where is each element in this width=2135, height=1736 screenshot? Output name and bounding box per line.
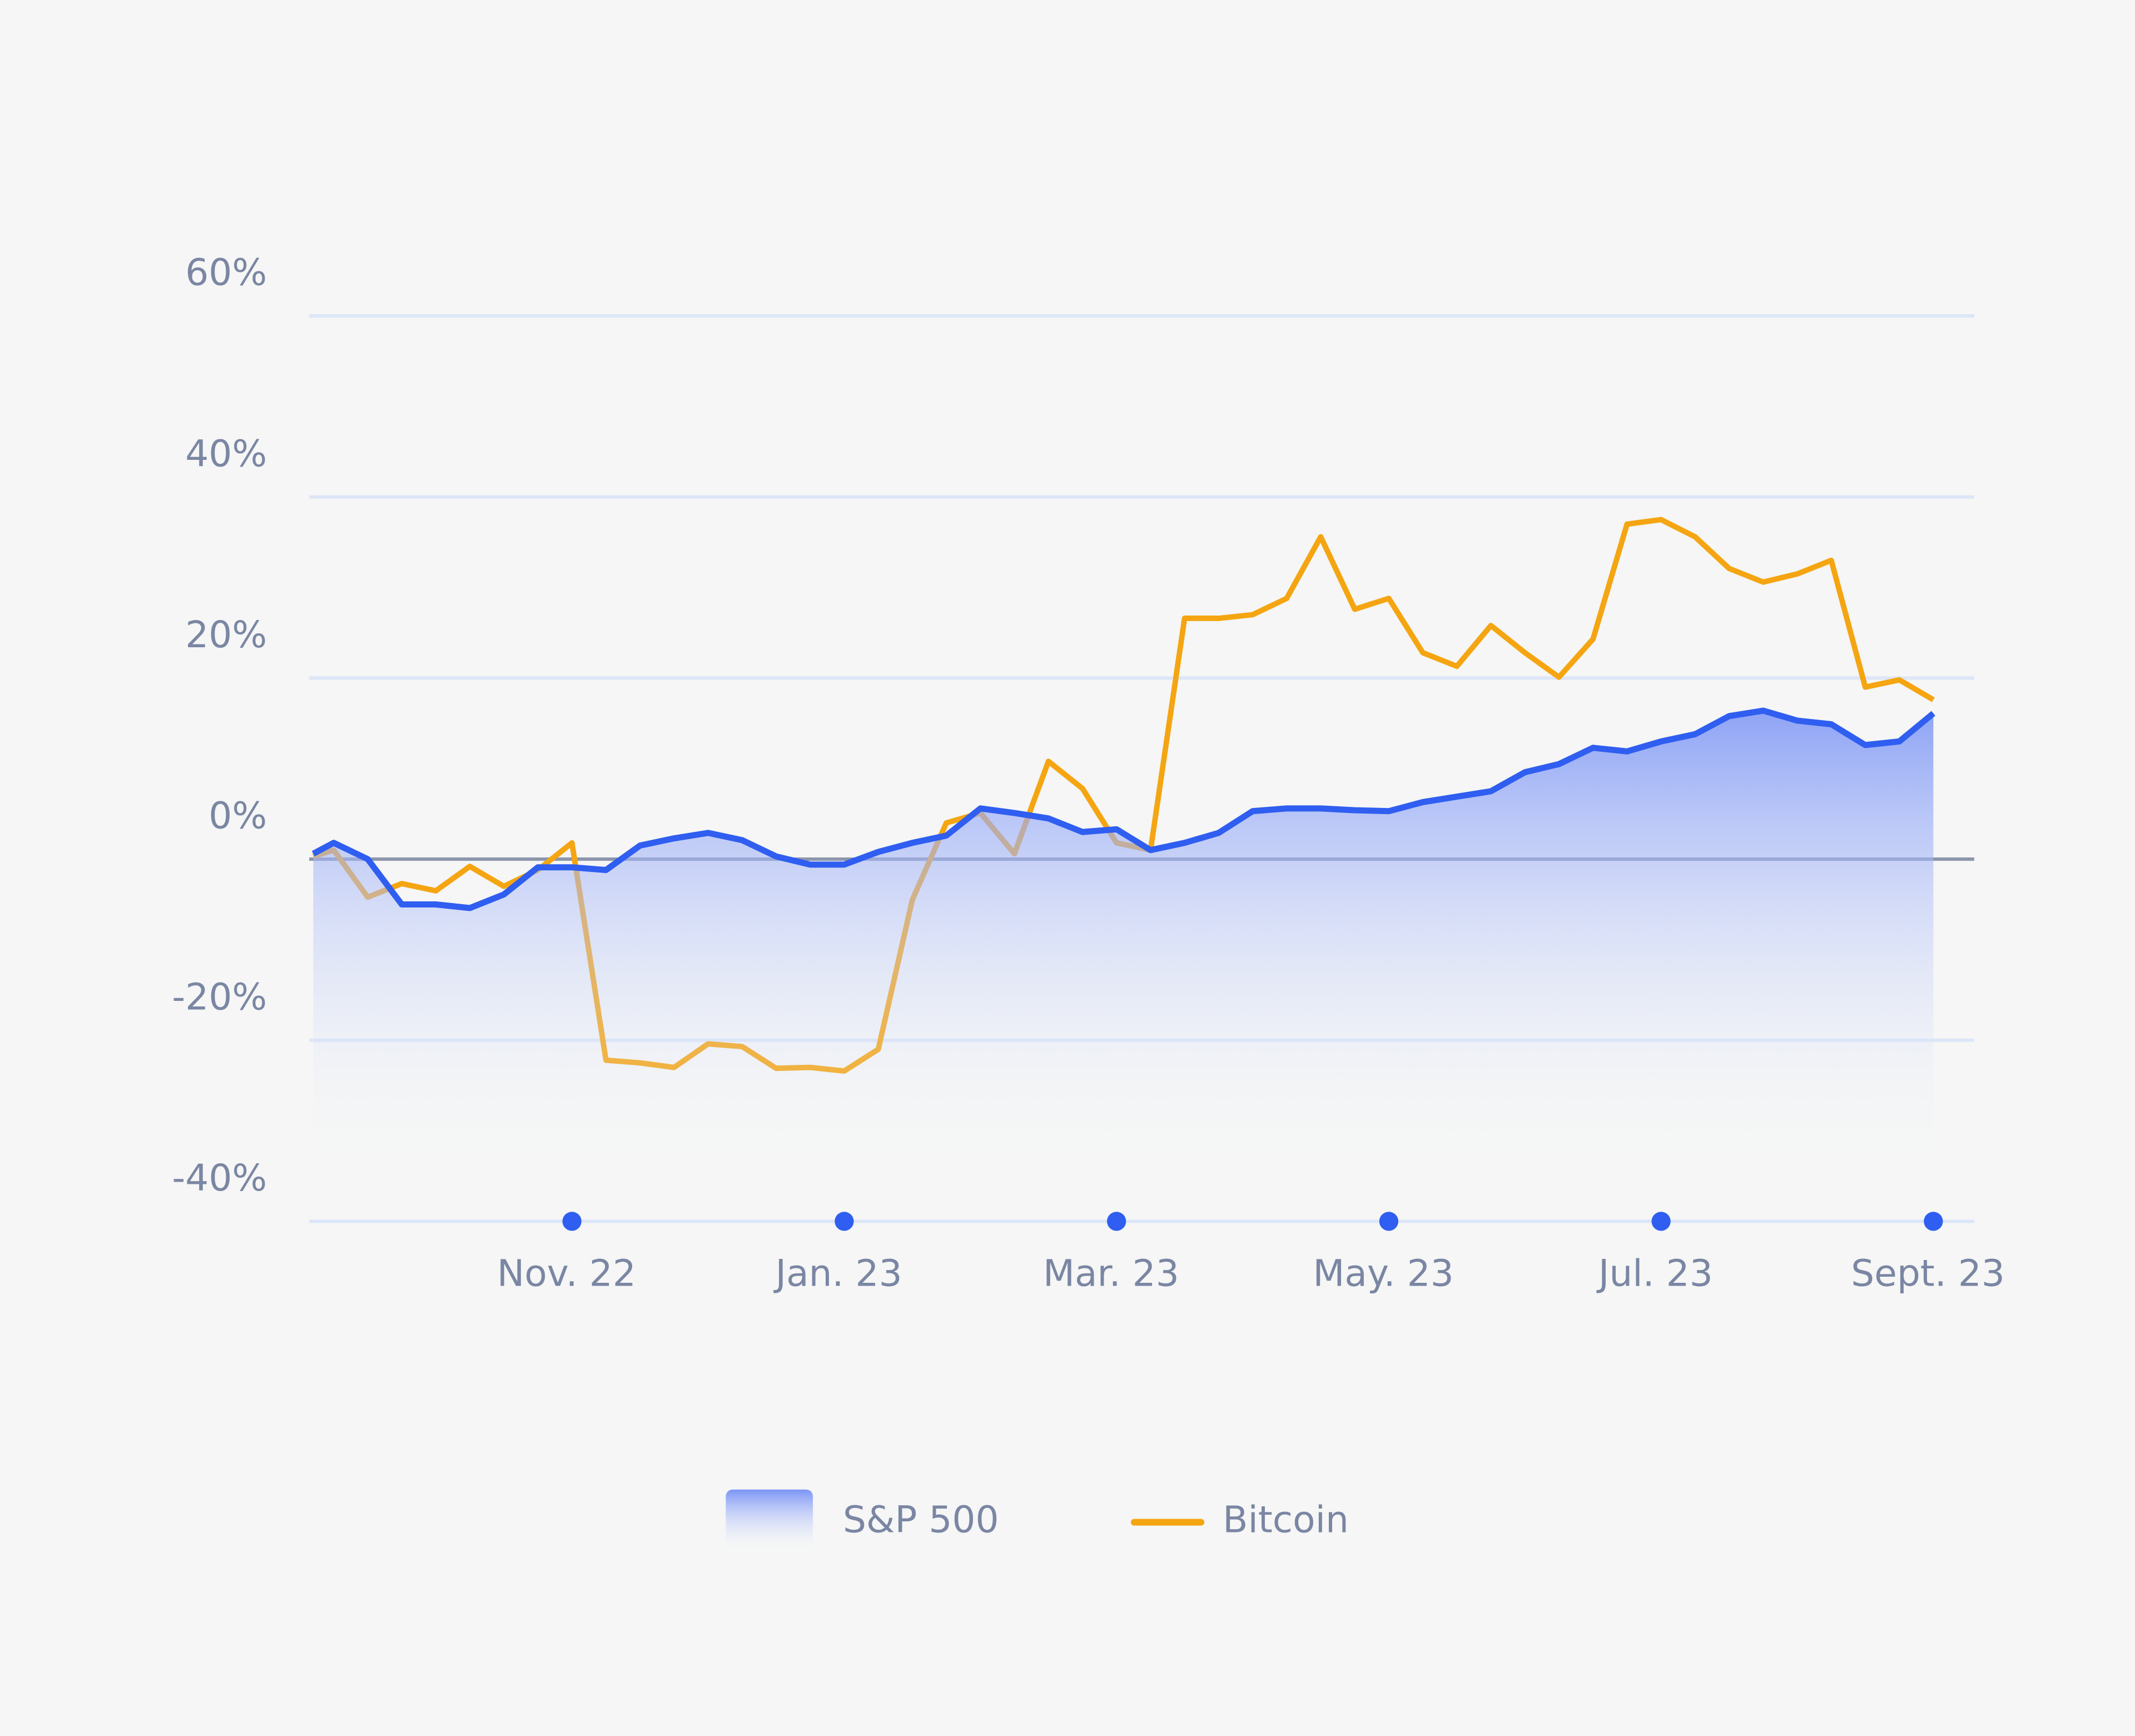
line	[311, 707, 1935, 911]
y-tick-label: 40%	[185, 432, 267, 475]
x-tick-label: Jul. 23	[1596, 1252, 1713, 1294]
area	[313, 711, 1934, 1181]
x-tick-label: Mar. 23	[1043, 1252, 1179, 1294]
x-tick-dot	[1924, 1212, 1943, 1231]
legend-label: S&P 500	[843, 1499, 999, 1541]
y-tick-label: 20%	[185, 613, 267, 656]
x-tick-dot	[835, 1212, 854, 1231]
y-tick-label: -20%	[172, 975, 267, 1018]
x-tick-dot	[1651, 1212, 1671, 1231]
x-tick-label: Sept. 23	[1851, 1252, 2005, 1294]
x-tick-dot	[1379, 1212, 1399, 1231]
x-tick-label: Jan. 23	[773, 1252, 902, 1294]
legend-swatch	[726, 1489, 813, 1555]
legend-label: Bitcoin	[1223, 1499, 1349, 1541]
x-tick-label: May. 23	[1313, 1252, 1453, 1294]
x-tick-label: Nov. 22	[497, 1252, 636, 1294]
y-tick-label: 0%	[208, 795, 267, 837]
x-tick-dot	[562, 1212, 582, 1231]
x-tick-dot	[1107, 1212, 1126, 1231]
y-tick-label: 60%	[185, 251, 267, 294]
y-tick-label: -40%	[172, 1157, 267, 1199]
